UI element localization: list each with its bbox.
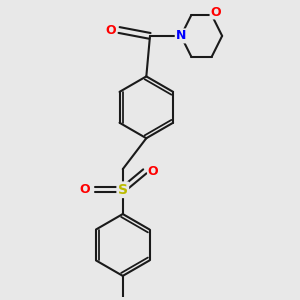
Text: S: S — [118, 183, 128, 197]
Text: O: O — [148, 165, 158, 178]
Text: N: N — [176, 29, 186, 42]
Text: O: O — [106, 23, 116, 37]
Text: O: O — [80, 183, 90, 196]
Text: O: O — [210, 6, 221, 19]
